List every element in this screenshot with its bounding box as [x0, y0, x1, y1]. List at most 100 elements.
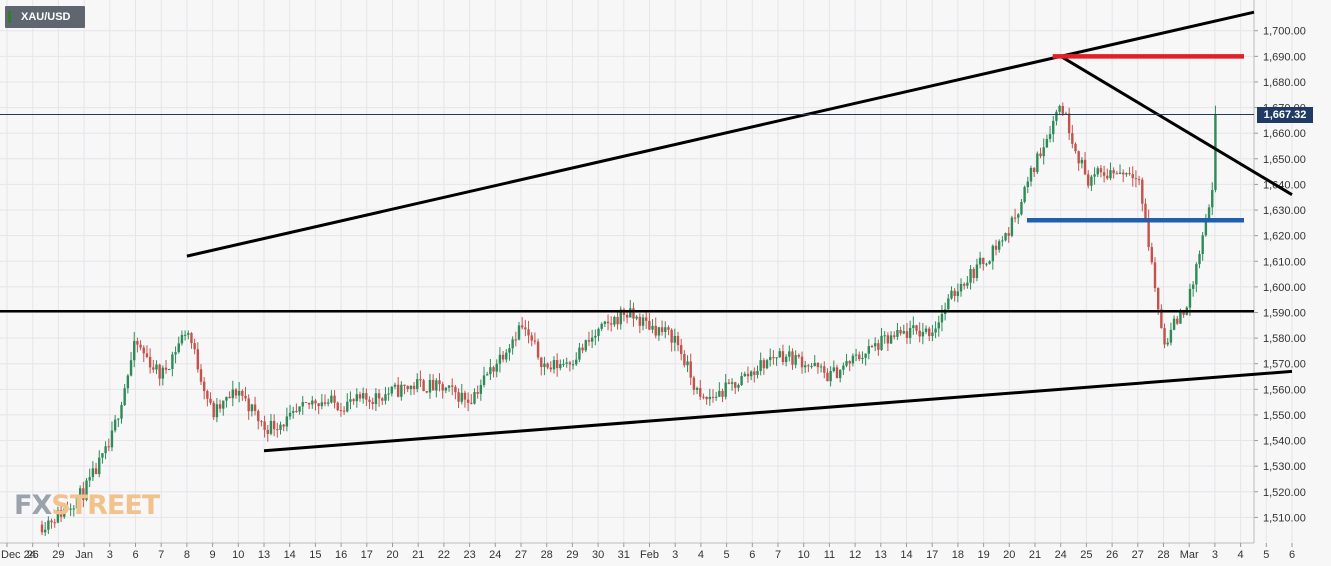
grid: [0, 0, 1293, 543]
candle-body: [1048, 134, 1052, 139]
x-tick-label: 4: [1238, 549, 1244, 561]
candle-body: [664, 327, 667, 332]
candle-body: [314, 400, 317, 404]
candle-body: [66, 508, 69, 510]
candle-body: [199, 369, 203, 382]
trendline: [186, 10, 1255, 258]
candle-body: [804, 365, 807, 368]
candle-body: [1023, 187, 1026, 202]
x-tick-label: Feb: [640, 549, 659, 561]
x-tick-label: 6: [1289, 549, 1295, 561]
x-tick-label: 13: [875, 549, 887, 561]
x-tick-label: 27: [1132, 549, 1144, 561]
symbol-badge[interactable]: XAU/USD: [5, 6, 85, 28]
candle-body: [155, 364, 158, 370]
price-axis[interactable]: 1,510.00 1,520.00 1,530.00 1,540.00 1,550.00…: [1253, 0, 1306, 543]
candle-body: [237, 390, 241, 396]
candle-body: [85, 480, 88, 500]
candle-body: [1211, 190, 1214, 208]
candle-body: [816, 362, 820, 368]
candle-body: [1017, 214, 1020, 218]
candle-body: [212, 402, 215, 418]
candle-body: [870, 346, 874, 348]
candle-body: [1039, 153, 1042, 157]
candle-body: [873, 343, 877, 347]
candle-body: [699, 388, 702, 397]
candle-body: [247, 398, 250, 412]
candle-body: [295, 411, 298, 413]
x-tick-label: 4: [698, 549, 704, 561]
candle-body: [1013, 217, 1017, 219]
candle-body: [168, 369, 171, 371]
x-tick-label: 7: [775, 549, 781, 561]
candle-body: [431, 379, 435, 391]
candle-body: [174, 352, 177, 355]
candle-body: [606, 321, 610, 324]
candle-body: [594, 335, 597, 338]
candle-body: [524, 327, 527, 330]
candle-body: [533, 340, 537, 342]
candle-body: [552, 360, 556, 370]
x-tick-label: 9: [210, 549, 216, 561]
y-tick-label: 1,590.00: [1263, 307, 1306, 319]
candle-body: [333, 395, 336, 403]
candle-body: [438, 380, 441, 385]
candle-body: [1207, 207, 1211, 221]
candle-body: [342, 410, 346, 412]
candle-body: [632, 308, 635, 319]
candle-body: [511, 339, 514, 349]
candle-body: [997, 241, 1001, 250]
candle-body: [1118, 172, 1122, 175]
candle-body: [422, 380, 425, 392]
candle-body: [266, 429, 269, 434]
candle-body: [301, 402, 304, 407]
candle-body: [581, 347, 584, 351]
candle-body: [187, 333, 190, 335]
x-tick-label: 19: [977, 549, 989, 561]
x-tick-label: 6: [132, 549, 138, 561]
candle-body: [279, 424, 282, 430]
candle-body: [514, 339, 518, 341]
candle-body: [549, 367, 552, 370]
candle-body: [428, 379, 432, 393]
candle-body: [1112, 170, 1115, 174]
candle-body: [107, 446, 110, 448]
candle-body: [867, 346, 870, 354]
candle-body: [826, 372, 829, 382]
candle-body: [241, 390, 244, 396]
candle-body: [810, 366, 813, 368]
candle-body: [823, 366, 826, 373]
y-tick-label: 1,510.00: [1263, 512, 1306, 524]
candle-body: [479, 384, 483, 394]
candle-body: [1074, 143, 1077, 152]
candle-body: [1204, 220, 1208, 236]
candle-body: [921, 331, 925, 337]
logo-fx: FX: [14, 490, 52, 521]
candle-body: [196, 349, 200, 370]
trendline: [263, 369, 1293, 453]
candle-body: [1128, 173, 1131, 175]
candle-body: [231, 389, 234, 399]
candle-body: [896, 329, 899, 337]
candle-body: [1131, 174, 1134, 179]
candle-body: [177, 343, 180, 353]
x-tick-label: 10: [232, 549, 244, 561]
candle-body: [565, 362, 568, 364]
candle-body: [495, 363, 498, 372]
candle-body: [250, 404, 254, 412]
candle-body: [234, 389, 238, 396]
candle-body: [75, 497, 79, 509]
fxstreet-logo: FXSTREET: [14, 490, 160, 521]
candle-body: [762, 360, 766, 369]
candle-body: [393, 384, 397, 387]
candle-body: [1080, 159, 1084, 164]
candle-body: [743, 373, 746, 376]
candle-body: [807, 365, 810, 367]
candle-body: [1137, 179, 1141, 181]
candle-body: [374, 393, 378, 405]
candle-body: [905, 331, 909, 338]
candle-body: [145, 353, 149, 357]
candle-body: [352, 399, 355, 402]
